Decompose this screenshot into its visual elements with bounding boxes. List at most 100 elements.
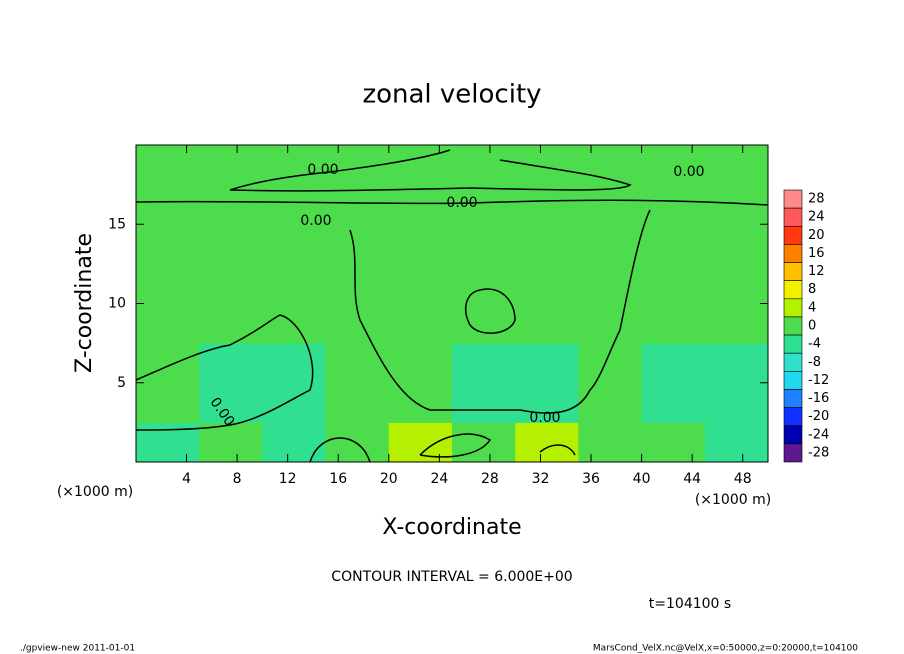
field-cell [452, 422, 516, 463]
colorbar-box [783, 225, 803, 245]
field-cell [325, 184, 390, 225]
colorbar-box [783, 407, 803, 427]
field-cell [641, 224, 706, 265]
field-cell [515, 145, 579, 186]
chart-title: zonal velocity [362, 80, 541, 110]
field-cell [136, 303, 200, 344]
footer-right: MarsCond_VelX.nc@VelX,x=0:50000,z=0:2000… [593, 644, 858, 654]
field [136, 145, 769, 463]
contour-line [135, 199, 769, 206]
x-tick-label: 44 [683, 471, 701, 487]
field-cell [136, 382, 200, 423]
field-cell [704, 382, 769, 423]
x-tick-label: 8 [233, 471, 242, 487]
field-cell [452, 145, 516, 186]
colorbar-box [783, 334, 803, 354]
field-cell [199, 422, 263, 463]
field-cell [262, 145, 327, 186]
field-cell [452, 303, 516, 344]
colorbar-box [783, 207, 803, 227]
field-cell [199, 263, 263, 304]
field-cell [262, 422, 327, 463]
field-cell [641, 422, 706, 463]
field-cell [452, 224, 516, 265]
y-tick-label: 15 [108, 216, 126, 232]
field-cell [578, 184, 643, 225]
field-cell [199, 224, 263, 265]
colorbar-label: -28 [808, 445, 829, 460]
colorbar-label: -16 [808, 391, 829, 406]
field-cell [452, 184, 516, 225]
colorbar-label: 16 [808, 246, 825, 261]
colorbar-box [783, 443, 803, 463]
field-cell [578, 263, 643, 304]
field-cell [199, 184, 263, 225]
x-tick-label: 28 [481, 471, 499, 487]
x-tick-label: 36 [582, 471, 600, 487]
time-label: t=104100 s [649, 596, 731, 612]
field-cell [515, 184, 579, 225]
contours [135, 149, 769, 463]
field-cell [262, 224, 327, 265]
field-cell [578, 382, 643, 423]
field-cell [199, 382, 263, 423]
field-cell [578, 303, 643, 344]
x-tick-label: 16 [329, 471, 347, 487]
contour-line [135, 314, 314, 431]
x-tick-label: 12 [279, 471, 297, 487]
field-cell [704, 263, 769, 304]
colorbar-label: -4 [808, 337, 821, 352]
field-cell [388, 184, 453, 225]
field-cell [262, 343, 327, 384]
field-cell [641, 343, 706, 384]
contour-label: 0.00 [307, 162, 338, 178]
field-cell [641, 184, 706, 225]
contour-label: 0.00 [529, 410, 560, 426]
x-tick-label: 24 [430, 471, 448, 487]
field-cell [452, 382, 516, 423]
field-cell [452, 343, 516, 384]
field-cell [262, 382, 327, 423]
field-cell [704, 303, 769, 344]
field-cell [704, 145, 769, 186]
field-cell [136, 224, 200, 265]
field-cell [641, 145, 706, 186]
field-cell [199, 145, 263, 186]
colorbar-box [783, 425, 803, 445]
x-tick-label: 4 [182, 471, 191, 487]
field-cell [388, 145, 453, 186]
field-cell [515, 422, 579, 463]
colorbar-label: -20 [808, 409, 829, 424]
contour-label: 0.00 [446, 195, 477, 211]
contour-line [309, 433, 576, 463]
field-cell [578, 224, 643, 265]
field-cell [578, 422, 643, 463]
field-cell [388, 382, 453, 423]
field-cell [199, 343, 263, 384]
x-tick-label: 48 [734, 471, 752, 487]
y-unit: (×1000 m) [57, 484, 133, 500]
x-tick-label: 40 [633, 471, 651, 487]
field-cell [388, 303, 453, 344]
field-cell [641, 303, 706, 344]
colorbar-box [783, 389, 803, 408]
field-cell [515, 382, 579, 423]
field-cell [704, 343, 769, 384]
colorbar-box [783, 371, 803, 390]
field-cell [388, 224, 453, 265]
field-cell [641, 263, 706, 304]
contour-line [349, 209, 651, 414]
field-cell [136, 184, 200, 225]
colorbar-label: 0 [808, 319, 816, 334]
contour-label: 0.00 [673, 164, 704, 180]
y-axis-label: Z-coordinate [72, 233, 97, 373]
footer-left: ./gpview-new 2011-01-01 [20, 644, 135, 654]
colorbar-box [783, 189, 803, 209]
field-cell [325, 343, 390, 384]
y-tick-label: 10 [108, 296, 126, 312]
colorbar-box [783, 298, 803, 318]
field-cell [199, 303, 263, 344]
field-cell [704, 224, 769, 265]
colorbar-box [783, 262, 803, 281]
